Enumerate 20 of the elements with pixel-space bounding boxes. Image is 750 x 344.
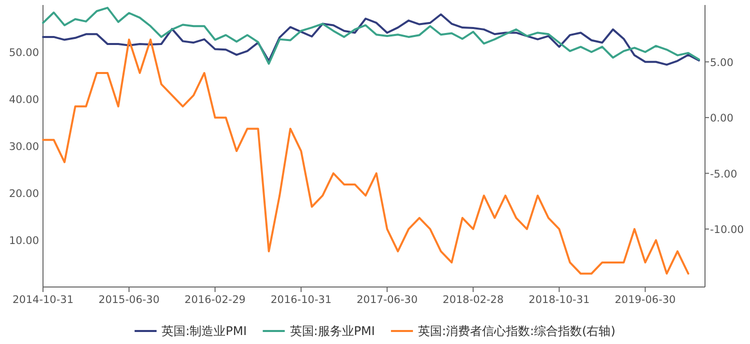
y-tick-label: 40.00 — [8, 94, 39, 106]
y-tick-label: 30.00 — [8, 141, 39, 153]
legend-label: 英国:服务业PMI — [290, 324, 375, 338]
y2-tick-label: -5.00 — [710, 168, 738, 180]
x-tick-label: 2016-10-31 — [270, 294, 332, 306]
y-tick-label: 20.00 — [8, 188, 39, 200]
x-tick-label: 2018-02-28 — [442, 294, 504, 306]
x-tick-label: 2015-06-30 — [98, 294, 160, 306]
y2-tick-label: -10.00 — [710, 224, 744, 236]
x-tick-label: 2016-02-29 — [184, 294, 246, 306]
x-tick-label: 2018-10-31 — [528, 294, 590, 306]
legend-label: 英国:制造业PMI — [162, 324, 247, 338]
x-tick-label: 2019-06-30 — [614, 294, 676, 306]
y2-tick-label: 5.00 — [710, 56, 734, 69]
x-tick-label: 2017-06-30 — [356, 294, 418, 306]
x-tick-label: 2014-10-31 — [12, 294, 74, 306]
y2-tick-label: 0.00 — [710, 112, 734, 125]
legend-label: 英国:消费者信心指数:综合指数(右轴) — [418, 324, 616, 338]
y-tick-label: 50.00 — [8, 47, 39, 59]
y-tick-label: 10.00 — [8, 235, 39, 247]
